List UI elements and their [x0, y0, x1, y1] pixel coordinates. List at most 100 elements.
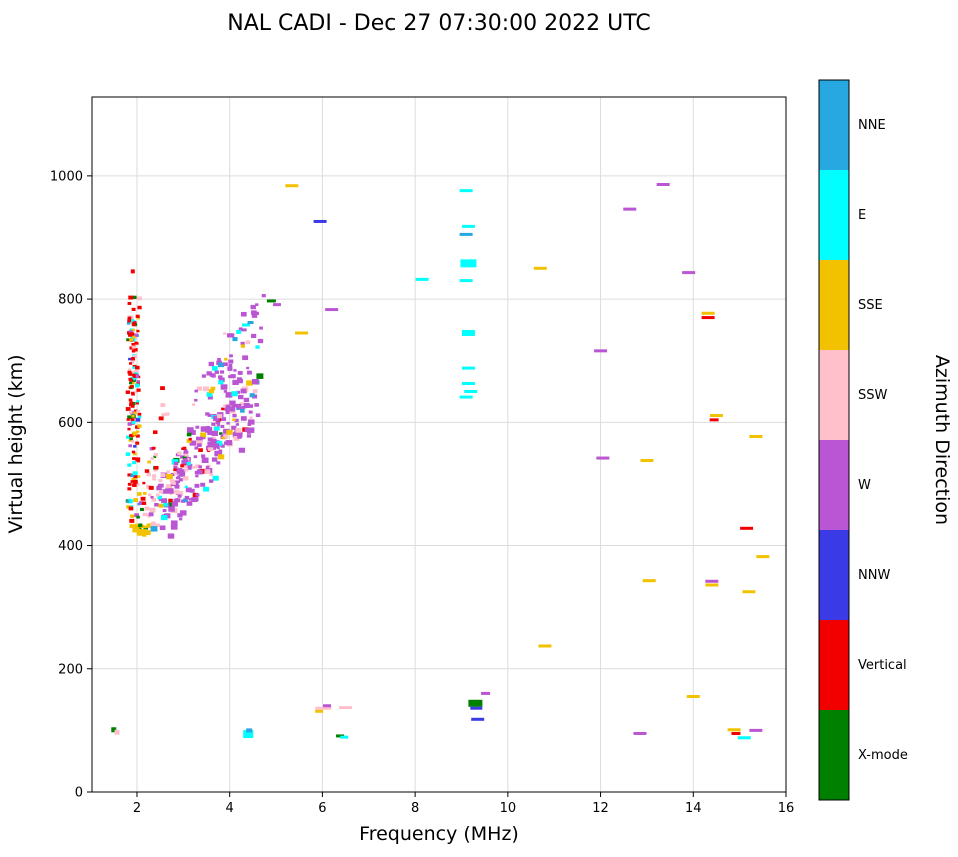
scatter-point [246, 366, 250, 370]
scatter-point [214, 424, 218, 427]
scatter-point [235, 423, 239, 426]
scatter-point [131, 392, 135, 396]
x-tick-label: 4 [226, 801, 234, 816]
scatter-point [219, 432, 223, 435]
scatter-point [150, 496, 154, 499]
scatter-point [233, 369, 237, 372]
scatter-point [135, 401, 139, 405]
scatter-point [196, 386, 203, 391]
scatter-point [182, 446, 187, 450]
scatter-point [709, 414, 723, 418]
scatter-point [194, 389, 198, 393]
y-axis-label: Virtual height (km) [5, 354, 27, 533]
colorbar: NNE E SSE SSW W NNW Vertical X-mode [818, 79, 908, 801]
scatter-point [153, 455, 157, 459]
scatter-point [461, 366, 475, 370]
scatter-point [211, 436, 216, 440]
scatter-point [129, 362, 133, 365]
scatter-point [131, 349, 136, 353]
scatter-point [459, 189, 473, 193]
scatter-point [158, 479, 163, 483]
scatter-point [127, 301, 132, 305]
scatter-point [183, 498, 188, 503]
scatter-point [130, 360, 135, 364]
colorbar-segment-vertical [819, 620, 849, 711]
scatter-point [184, 495, 190, 500]
scatter-point [127, 473, 132, 477]
scatter-point [325, 308, 339, 312]
scatter-point [136, 388, 141, 392]
scatter-point [596, 456, 610, 460]
scatter-point [223, 390, 228, 393]
scatter-point [464, 390, 478, 394]
scatter-point [313, 219, 327, 223]
scatter-point [633, 731, 647, 735]
scatter-point [168, 498, 173, 503]
scatter-point [191, 465, 196, 469]
scatter-point [127, 487, 132, 491]
scatter-point [133, 498, 139, 503]
scatter-point [213, 443, 220, 448]
scatter-point [134, 390, 139, 394]
scatter-point [125, 407, 131, 411]
scatter-point [128, 295, 134, 300]
scatter-point [218, 375, 223, 380]
scatter-point [127, 463, 132, 467]
scatter-point [131, 345, 136, 349]
scatter-point [206, 371, 212, 376]
scatter-point [228, 375, 232, 379]
scatter-point [237, 371, 243, 375]
scatter-point [642, 579, 656, 583]
scatter-point [132, 335, 136, 339]
scatter-point [247, 370, 252, 375]
scatter-point [211, 374, 216, 378]
scatter-point [254, 403, 259, 407]
scatter-point [182, 476, 189, 481]
scatter-point [158, 503, 164, 508]
scatter-point [217, 357, 221, 361]
scatter-point [131, 378, 136, 382]
scatter-point [129, 518, 135, 523]
scatter-point [189, 488, 195, 493]
scatter-point [195, 464, 201, 469]
scatter-point [165, 412, 170, 416]
scatter-point [255, 303, 259, 306]
scatter-point [249, 416, 253, 420]
scatter-point [255, 413, 261, 417]
scatter-point [223, 434, 229, 439]
scatter-point [143, 525, 148, 529]
scatter-point [169, 479, 174, 483]
scatter-point [127, 499, 133, 504]
scatter-point [240, 408, 245, 413]
scatter-point [701, 311, 715, 315]
scatter-point [216, 423, 220, 427]
scatter-point [254, 311, 259, 315]
scatter-point [137, 296, 142, 301]
scatter-point [246, 434, 252, 438]
scatter-point [594, 349, 608, 353]
scatter-point [195, 440, 203, 446]
scatter-point [134, 409, 138, 413]
scatter-point [246, 728, 253, 733]
scatter-point [190, 440, 195, 444]
scatter-point [148, 485, 154, 490]
scatter-point [682, 271, 696, 275]
scatter-point [177, 494, 182, 498]
scatter-point [153, 468, 158, 472]
scatter-point [133, 411, 137, 415]
scatter-point [232, 337, 238, 342]
y-tick-label: 400 [58, 539, 83, 554]
scatter-point [128, 332, 132, 336]
scatter-point [166, 473, 173, 480]
scatter-point [179, 455, 184, 459]
scatter-point [144, 506, 150, 511]
scatter-point [187, 463, 193, 468]
scatter-point [245, 340, 251, 345]
scatter-point [195, 436, 203, 443]
scatter-point [209, 473, 214, 477]
scatter-point [225, 392, 233, 398]
scatter-point [237, 435, 242, 439]
scatter-point [173, 465, 178, 469]
scatter-point [132, 526, 139, 532]
scatter-point [128, 330, 133, 334]
